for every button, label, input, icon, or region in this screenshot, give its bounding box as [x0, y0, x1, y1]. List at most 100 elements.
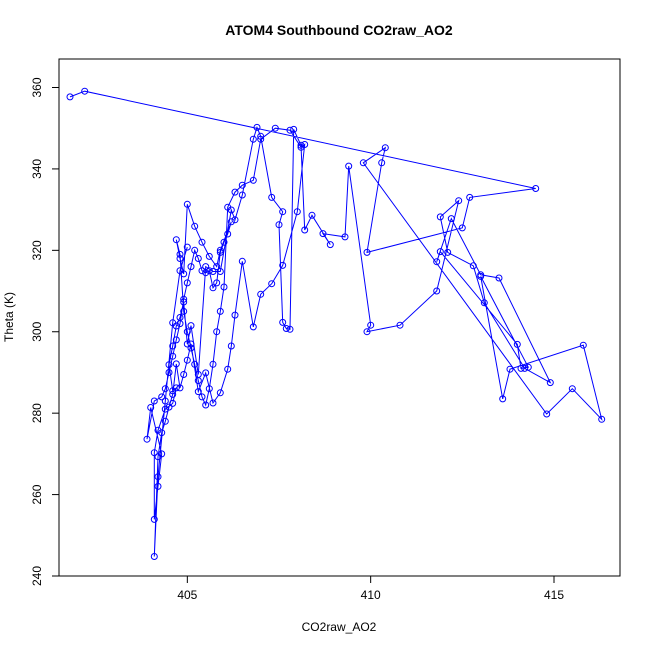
data-point — [187, 263, 195, 271]
data-point — [282, 325, 290, 332]
x-axis: 405 410 415 — [177, 576, 564, 602]
data-point — [363, 248, 371, 256]
data-point — [194, 377, 202, 385]
x-axis-label: CO2raw_AO2 — [302, 620, 377, 634]
data-point — [279, 208, 287, 216]
data-point — [158, 393, 166, 401]
data-point — [161, 397, 169, 405]
data-point — [271, 124, 279, 132]
data-point — [279, 318, 287, 326]
y-axis: 240 260 280 300 320 340 360 — [30, 77, 59, 586]
data-point — [297, 141, 305, 149]
data-point — [458, 224, 466, 232]
data-point — [436, 213, 444, 221]
data-point — [290, 125, 298, 133]
data-point — [150, 449, 158, 457]
data-point — [150, 397, 158, 405]
data-point — [517, 364, 525, 372]
data-point — [205, 385, 213, 393]
y-tick-label: 240 — [30, 566, 44, 586]
data-point — [216, 248, 224, 256]
data-point — [224, 230, 232, 238]
data-point — [169, 390, 177, 398]
data-point — [176, 384, 184, 392]
data-point — [286, 325, 294, 333]
data-point — [532, 185, 540, 192]
data-point — [253, 123, 261, 131]
data-point — [216, 307, 224, 315]
data-point — [455, 197, 463, 205]
data-point — [469, 262, 477, 270]
data-point — [238, 257, 246, 265]
data-point — [209, 360, 217, 368]
y-tick-label: 320 — [30, 240, 44, 260]
data-point — [495, 274, 503, 282]
data-point — [183, 243, 191, 251]
data-point — [183, 328, 191, 336]
data-point — [194, 255, 202, 262]
data-point — [513, 340, 521, 348]
data-point — [345, 162, 353, 170]
data-point — [154, 473, 162, 481]
data-point — [176, 250, 184, 258]
data-point — [165, 361, 173, 369]
series-line — [69, 90, 603, 557]
data-point — [301, 226, 309, 234]
data-point — [568, 385, 576, 393]
data-point — [433, 258, 441, 266]
data-point — [176, 267, 184, 275]
data-point — [301, 141, 309, 148]
data-point — [169, 342, 177, 350]
data-point — [220, 283, 228, 291]
data-point — [205, 267, 213, 275]
data-point — [147, 404, 155, 411]
data-point — [363, 328, 371, 336]
data-point — [213, 328, 221, 336]
data-point — [154, 453, 162, 461]
y-tick-label: 260 — [30, 484, 44, 504]
data-point — [436, 248, 444, 256]
data-point — [172, 236, 180, 244]
data-point — [521, 364, 529, 372]
data-point — [543, 410, 551, 418]
data-point — [224, 365, 232, 373]
data-point — [183, 200, 191, 208]
data-point — [169, 352, 177, 360]
data-point — [165, 403, 173, 411]
data-point — [180, 307, 188, 315]
data-point — [191, 222, 199, 230]
data-point — [180, 298, 188, 306]
data-point — [341, 233, 349, 241]
data-point — [444, 248, 452, 256]
data-point — [172, 384, 180, 392]
data-point — [194, 388, 202, 396]
data-point — [466, 193, 474, 201]
data-series — [66, 87, 606, 560]
data-point — [238, 191, 246, 199]
data-point — [205, 252, 213, 260]
data-point — [546, 379, 554, 387]
data-point — [293, 208, 301, 216]
data-point — [191, 360, 199, 368]
data-point — [433, 287, 441, 295]
data-point — [275, 221, 283, 229]
data-point — [81, 87, 89, 95]
data-point — [224, 203, 232, 211]
data-point — [209, 399, 217, 407]
data-point — [187, 340, 195, 348]
data-point — [202, 269, 210, 277]
data-point — [150, 553, 158, 560]
data-point — [579, 341, 587, 349]
data-point — [249, 323, 257, 331]
data-point — [209, 284, 217, 292]
y-tick-label: 280 — [30, 403, 44, 423]
data-point — [216, 389, 224, 397]
data-point — [183, 356, 191, 364]
data-point — [180, 295, 188, 303]
data-point — [161, 385, 169, 393]
data-point — [183, 279, 191, 287]
data-point — [220, 238, 228, 246]
data-point — [209, 268, 217, 275]
data-point — [187, 344, 195, 352]
data-point — [381, 144, 389, 152]
